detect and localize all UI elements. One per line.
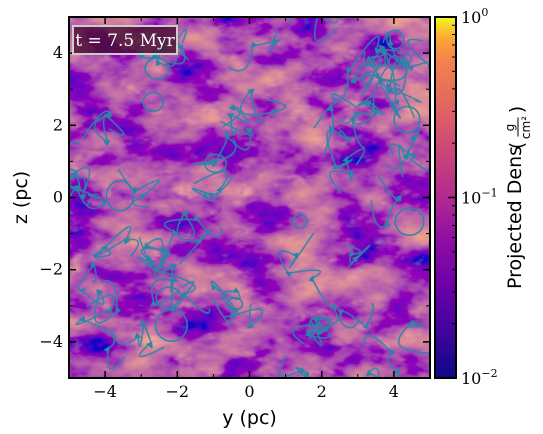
streamline <box>277 355 341 378</box>
colorbar-unit-numerator: g <box>503 124 517 132</box>
streamline <box>176 210 212 265</box>
streamline <box>329 148 366 193</box>
colorbar-gradient <box>435 17 456 378</box>
y-tick-label: 4 <box>53 43 63 62</box>
streamline <box>138 236 171 265</box>
colorbar-ticks: 100 10−1 10−2 <box>448 6 498 388</box>
streamline <box>313 103 335 156</box>
streamline-vortex <box>203 153 228 174</box>
streamline <box>69 184 108 215</box>
streamline <box>150 276 195 314</box>
streamline <box>362 334 400 378</box>
colorbar-unit-denominator: cm² <box>519 116 533 139</box>
colorbar-unit-open-paren: ( <box>506 142 528 149</box>
streamline <box>378 38 430 119</box>
streamline-vortex <box>154 308 189 343</box>
streamline <box>81 110 125 147</box>
velocity-streamlines <box>69 17 430 378</box>
streamline-vortex <box>142 91 165 113</box>
streamline-vortex <box>394 207 425 236</box>
colorbar-label-group: Projected Dens ( g cm² ) <box>503 106 533 289</box>
x-tick-label: 4 <box>389 382 399 401</box>
colorbar-tick-label: 100 <box>461 6 488 27</box>
streamline-vortex <box>393 105 421 134</box>
streamline <box>136 256 211 314</box>
streamline <box>389 133 430 179</box>
x-axis-ticks: −4 −2 0 2 4 <box>68 17 431 401</box>
streamline <box>227 29 281 72</box>
streamline-vortex <box>291 213 308 230</box>
streamline <box>239 88 287 124</box>
streamline <box>398 319 430 356</box>
colorbar-unit-close-paren: ) <box>506 106 528 113</box>
time-annotation-text: t = 7.5 Myr <box>75 31 175 51</box>
streamline <box>211 297 264 329</box>
colorbar-tick-label: 10−1 <box>461 187 498 208</box>
time-annotation: t = 7.5 Myr <box>72 25 178 55</box>
streamline <box>77 260 122 324</box>
streamline <box>331 35 413 109</box>
streamline <box>194 120 254 168</box>
y-axis-label: z (pc) <box>10 171 32 224</box>
streamline <box>313 17 341 43</box>
streamline <box>222 103 250 136</box>
colorbar: 100 10−1 10−2 Projected Dens ( g cm² ) <box>434 6 533 388</box>
colorbar-label: Projected Dens <box>504 146 526 289</box>
colorbar-tick-label: 10−2 <box>461 367 498 388</box>
x-tick-label: −4 <box>93 382 117 401</box>
streamline <box>305 302 375 339</box>
y-tick-label: −2 <box>39 260 63 279</box>
streamline <box>111 320 165 358</box>
streamline <box>339 94 385 125</box>
streamline <box>326 129 353 170</box>
y-tick-label: 2 <box>53 115 63 134</box>
streamline-vortex <box>226 297 244 311</box>
streamline-vortex <box>386 29 405 50</box>
streamline-vortex <box>308 315 331 334</box>
streamline <box>69 141 81 172</box>
streamline <box>292 319 323 347</box>
streamline <box>346 244 371 268</box>
x-tick-label: 0 <box>244 382 254 401</box>
y-axis-ticks: −4 −2 0 2 4 <box>39 16 430 379</box>
streamline <box>378 60 422 119</box>
streamline-vortex <box>155 286 183 310</box>
x-tick-label: −2 <box>166 382 190 401</box>
streamline <box>370 176 402 229</box>
density-projection-image <box>69 17 430 378</box>
streamline <box>210 280 241 318</box>
streamline-vortex <box>105 180 135 212</box>
y-tick-label: −4 <box>39 332 63 351</box>
streamline <box>191 170 234 202</box>
y-tick-label: 0 <box>53 188 63 207</box>
streamline <box>75 294 126 370</box>
streamline-vortex <box>144 57 170 80</box>
streamline <box>91 225 140 260</box>
streamline-vortex <box>388 55 402 69</box>
x-tick-label: 2 <box>317 382 327 401</box>
x-axis-label: y (pc) <box>222 407 277 429</box>
